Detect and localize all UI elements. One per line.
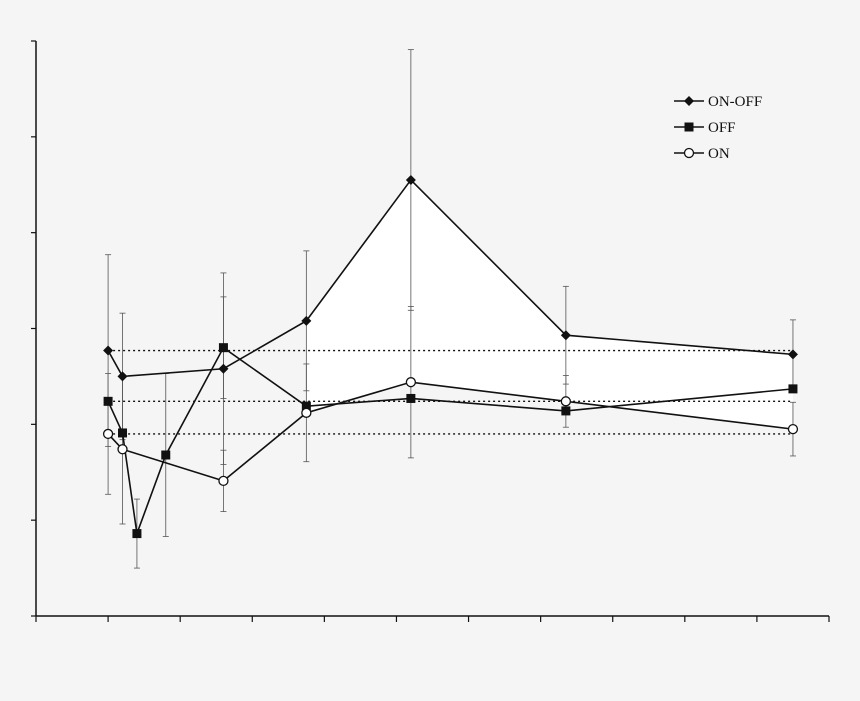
legend-label-on-off: ON-OFF [708, 94, 762, 110]
point-on [102, 428, 114, 440]
point-on [117, 444, 128, 455]
point-on [405, 377, 417, 388]
legend-item-on-off: ON-OFF [674, 94, 762, 110]
point-off [103, 396, 113, 406]
point-off [161, 450, 171, 460]
legend-label-on: ON [708, 146, 730, 162]
point-off [132, 529, 142, 539]
point-on [560, 396, 572, 407]
point-on-off [301, 315, 312, 326]
point-on-off [218, 363, 229, 374]
point-off [788, 384, 798, 394]
point-on [301, 407, 312, 418]
point-on [218, 475, 229, 487]
shaded-region [306, 179, 793, 430]
point-on-off [560, 330, 571, 341]
point-off [218, 343, 228, 353]
point-on [787, 423, 799, 435]
point-on-off [103, 345, 114, 356]
point-off [406, 393, 416, 403]
legend-item-on: ON [674, 146, 730, 162]
point-off [118, 428, 128, 438]
point-on-off [405, 174, 416, 185]
point-on-off [117, 371, 128, 382]
legend-marker-off [684, 122, 694, 132]
point-on-off [787, 349, 798, 360]
legend-label-off: OFF [708, 120, 736, 136]
legend-marker-on-off [684, 96, 694, 106]
point-off [301, 401, 311, 411]
legend-item-off: OFF [674, 120, 736, 136]
point-off [561, 406, 571, 416]
legend-marker-on [683, 147, 695, 159]
